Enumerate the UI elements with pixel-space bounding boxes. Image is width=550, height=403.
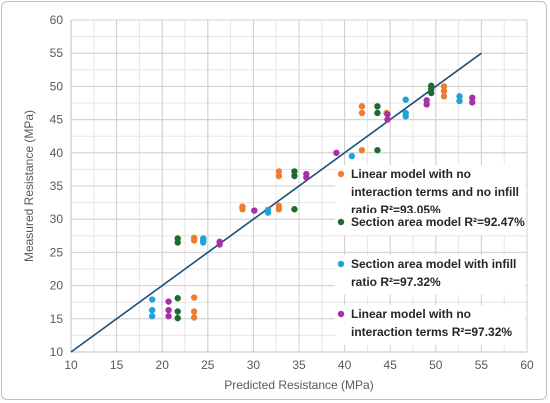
data-point-series-4 xyxy=(423,97,430,104)
x-tick-label: 50 xyxy=(429,358,443,372)
data-point-series-1 xyxy=(358,109,366,117)
data-point-series-1 xyxy=(275,168,283,175)
data-point-series-1 xyxy=(275,202,283,210)
data-point-series-3 xyxy=(148,306,156,314)
data-point-series-2 xyxy=(374,103,381,110)
data-point-series-1 xyxy=(190,308,198,315)
data-point-series-4 xyxy=(216,238,223,245)
data-point-series-4 xyxy=(333,149,340,156)
y-tick-label: 50 xyxy=(50,79,64,93)
data-point-series-1 xyxy=(190,314,198,321)
legend-marker-series-3 xyxy=(337,260,345,268)
y-tick-label: 10 xyxy=(50,345,64,359)
x-axis-title: Predicted Resistance (MPa) xyxy=(224,378,373,392)
data-point-series-2 xyxy=(174,295,181,302)
legend-marker-series-2 xyxy=(337,218,345,226)
legend-label-series-1: interaction terms and no infill xyxy=(351,185,519,199)
data-point-series-4 xyxy=(384,111,391,118)
data-point-series-1 xyxy=(440,93,448,100)
legend-background xyxy=(335,213,525,235)
data-point-series-3 xyxy=(148,296,156,303)
y-tick-labels: 10 15 20 25 30 35 40 45 50 55 60 xyxy=(50,13,64,359)
legend-label-series-4: Linear model with no xyxy=(351,307,471,321)
data-point-series-4 xyxy=(251,207,258,214)
x-tick-label: 55 xyxy=(475,358,489,372)
axes xyxy=(70,20,527,353)
y-tick-label: 20 xyxy=(50,279,64,293)
legend-label-series-3: ratio R²=97.32% xyxy=(351,275,441,289)
data-point-series-1 xyxy=(358,103,366,110)
data-point-series-3 xyxy=(348,152,356,160)
y-tick-label: 60 xyxy=(50,13,64,27)
data-point-series-2 xyxy=(174,314,181,322)
data-point-series-1 xyxy=(239,203,246,210)
x-tick-label: 10 xyxy=(64,358,78,372)
x-tick-labels: 10 15 20 25 30 35 40 45 50 55 60 xyxy=(64,358,534,372)
y-tick-label: 40 xyxy=(50,146,64,160)
data-point-series-1 xyxy=(190,234,198,241)
data-point-series-2 xyxy=(174,308,181,315)
legend: Linear model with no interaction terms an… xyxy=(335,165,525,345)
data-point-series-4 xyxy=(384,116,391,123)
data-point-series-2 xyxy=(291,206,298,213)
y-tick-label: 45 xyxy=(50,113,64,127)
data-point-series-2 xyxy=(291,168,298,175)
y-tick-label: 25 xyxy=(50,245,64,259)
data-point-series-3 xyxy=(264,206,272,214)
data-point-series-2 xyxy=(291,172,298,180)
y-tick-label: 15 xyxy=(50,312,64,326)
legend-marker-series-4 xyxy=(337,310,345,318)
data-point-series-3 xyxy=(402,96,409,103)
legend-label-series-3: Section area model with infill xyxy=(351,257,516,271)
data-point-series-1 xyxy=(190,294,198,301)
legend-label-series-4: interaction terms R²=97.32% xyxy=(351,325,512,339)
x-tick-label: 45 xyxy=(384,358,398,372)
data-point-series-4 xyxy=(469,99,476,106)
data-point-series-1 xyxy=(275,172,283,180)
data-point-series-4 xyxy=(469,94,476,101)
data-point-series-4 xyxy=(165,306,172,314)
x-tick-label: 15 xyxy=(110,358,124,372)
data-points xyxy=(148,82,476,322)
data-point-series-2 xyxy=(174,235,181,242)
y-tick-label: 35 xyxy=(50,179,64,193)
data-point-series-1 xyxy=(440,87,448,95)
legend-label-series-1: Linear model with no xyxy=(351,167,471,181)
legend-background xyxy=(335,255,525,295)
x-tick-label: 35 xyxy=(292,358,306,372)
x-tick-label: 40 xyxy=(338,358,352,372)
data-point-series-3 xyxy=(402,109,409,117)
legend-marker-series-1 xyxy=(337,170,345,178)
legend-label-series-2: Section area model R²=92.47% xyxy=(351,215,525,229)
data-point-series-3 xyxy=(456,97,463,105)
reference-line xyxy=(70,52,482,353)
data-point-series-4 xyxy=(165,298,172,305)
data-point-series-2 xyxy=(428,82,435,89)
data-point-series-2 xyxy=(374,109,381,117)
data-point-series-3 xyxy=(456,93,463,100)
data-point-series-4 xyxy=(165,312,172,320)
data-point-series-3 xyxy=(148,312,156,320)
reference-line-path xyxy=(70,52,482,353)
x-tick-label: 20 xyxy=(156,358,170,372)
data-point-series-3 xyxy=(200,235,207,242)
y-tick-label: 55 xyxy=(50,46,64,60)
data-point-series-1 xyxy=(440,83,448,90)
y-tick-label: 30 xyxy=(50,212,64,226)
x-tick-label: 60 xyxy=(520,358,534,372)
data-point-series-4 xyxy=(303,170,310,178)
data-point-series-1 xyxy=(358,146,366,154)
legend-background xyxy=(335,305,525,345)
x-tick-label: 25 xyxy=(201,358,215,372)
y-axis-title: Measured Resistance (MPa) xyxy=(22,110,36,262)
x-tick-label: 30 xyxy=(247,358,261,372)
data-point-series-2 xyxy=(374,146,381,154)
